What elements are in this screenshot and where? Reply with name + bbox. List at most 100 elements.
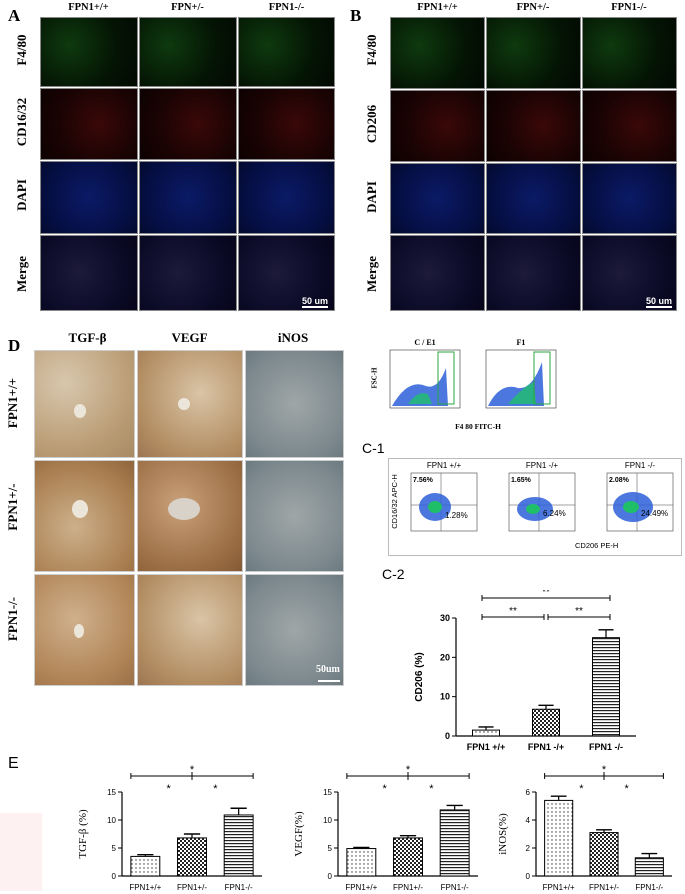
bar	[393, 837, 423, 877]
panel-d-col-3: iNOS	[277, 330, 309, 345]
panel-d-label: D	[8, 336, 21, 355]
x-tick-label: FPN1 +/+	[467, 742, 506, 752]
ihc-image	[245, 460, 344, 572]
ihc-image	[137, 350, 243, 458]
y-tick-label: 0	[445, 731, 450, 741]
y-tick-label: 2	[526, 844, 531, 853]
panel-a-image	[40, 88, 138, 160]
panel-a-row-3: DAPI	[14, 179, 29, 211]
bar	[544, 799, 574, 877]
y-tick-label: 30	[440, 613, 450, 623]
ihc-image	[137, 574, 243, 686]
sig-star: *	[167, 783, 172, 795]
panel-d-row-2: FPN1+/-	[5, 483, 20, 531]
sig-star: *	[383, 783, 388, 795]
sig-star: *	[213, 783, 218, 795]
vessel	[74, 624, 84, 638]
ihc-image	[245, 574, 344, 686]
y-axis-label: TGF-β (%)	[77, 809, 89, 859]
ihc-image	[34, 574, 135, 686]
c1-title-3: FPN1 -/-	[624, 461, 656, 470]
panel-b-row-2: CD206	[364, 104, 379, 144]
chart-tgf: 0 5 10 15 FPN1+/+ FPN1+/- FPN1-/- TGF-β (%) * * *	[77, 764, 262, 892]
panel-b-image	[582, 235, 677, 311]
sig-bracket-label: *	[602, 764, 607, 776]
scale-bar	[646, 306, 672, 308]
gate-y-label: FSC-H	[370, 367, 379, 389]
y-tick-label: 10	[323, 816, 332, 825]
scale-bar	[302, 306, 328, 308]
scale-bar-label: 50um	[316, 664, 340, 675]
panel-b-col-3: FPN1-/-	[611, 2, 647, 13]
panel-b-image	[486, 17, 581, 89]
panel-b-col-1: FPN1+/+	[417, 2, 458, 13]
panel-b-row-4: Merge	[364, 255, 379, 293]
y-tick-label: 5	[112, 844, 117, 853]
panel-a-image	[238, 161, 335, 234]
gate-x-label: F4 80 FITC-H	[455, 422, 501, 431]
x-tick-label: FPN1+/+	[129, 883, 161, 892]
vessel	[74, 404, 86, 418]
y-axis-label: CD206 (%)	[414, 652, 425, 701]
x-tick-label: FPN1+/-	[393, 883, 423, 892]
panel-b-image	[390, 235, 485, 311]
panel-a-image	[139, 161, 237, 234]
y-axis-label: VEGF(%)	[293, 811, 305, 857]
bar	[223, 814, 254, 877]
x-tick-label: FPN1-/-	[225, 883, 253, 892]
x-tick-label: FPN1-/-	[635, 883, 663, 892]
y-tick-label: 6	[526, 788, 531, 797]
c1-title-1: FPN1 +/+	[426, 461, 462, 470]
vessel	[178, 398, 190, 410]
background-patch	[0, 813, 42, 891]
bar	[177, 837, 207, 877]
bar	[532, 708, 560, 737]
panel-b-image	[390, 163, 485, 234]
y-tick-label: 0	[112, 872, 117, 881]
quad-lr-1: 1.28%	[445, 511, 468, 520]
x-tick-label: FPN1+/-	[177, 883, 207, 892]
panel-a-image	[40, 17, 138, 87]
chart-inos: 0 2 4 6 FPN1+/+ FPN1+/- FPN1-/- iNOS(%) * * *	[497, 764, 672, 892]
c1-plots	[410, 472, 674, 532]
panel-a-row-4: Merge	[14, 255, 29, 293]
sig-star: *	[625, 783, 630, 795]
y-tick-label: 0	[328, 872, 333, 881]
x-tick-label: FPN1+/-	[589, 883, 619, 892]
panel-b-col-2: FPN+/-	[516, 2, 550, 13]
y-tick-label: 10	[440, 692, 450, 702]
quad-lr-2: 6.24%	[543, 509, 566, 518]
panel-a-col-3: FPN1-/-	[268, 2, 305, 13]
bar	[589, 832, 619, 877]
ihc-image	[245, 350, 344, 458]
panel-b-image	[486, 235, 581, 311]
sig-bracket-label: **	[575, 606, 583, 617]
ihc-image	[34, 350, 135, 458]
panel-a-col-2: FPN+/-	[171, 2, 204, 13]
y-tick-label: 15	[323, 788, 332, 797]
bar	[634, 857, 664, 877]
panel-d-row-1: FPN1+/+	[5, 377, 20, 429]
panel-a-image	[238, 88, 335, 160]
c1-title-2: FPN1 -/+	[525, 461, 559, 470]
gating-plots	[389, 349, 557, 409]
quad-ul-1: 7.56%	[413, 477, 433, 484]
panel-a-row-2: CD16/32	[14, 97, 29, 147]
x-tick-label: FPN1+/+	[345, 883, 377, 892]
c2-label: C-2	[382, 566, 405, 582]
y-tick-label: 10	[107, 816, 116, 825]
panel-d-row-3: FPN1-/-	[5, 596, 20, 642]
panel-a-image	[238, 17, 335, 87]
x-tick-label: FPN1-/-	[441, 883, 469, 892]
y-tick-label: 5	[328, 844, 333, 853]
y-tick-label: 4	[526, 816, 531, 825]
panel-b-image	[486, 90, 581, 162]
sig-bracket-label: **	[542, 590, 550, 598]
panel-b-row-1: F4/80	[364, 34, 379, 66]
gate-title-1: C / E1	[414, 338, 436, 347]
panel-b-label: B	[350, 6, 362, 25]
panel-a-image	[139, 88, 237, 160]
quad-ul-3: 2.08%	[609, 477, 629, 484]
panel-d-col-2: VEGF	[171, 330, 208, 345]
scale-bar-label: 50 um	[646, 296, 673, 306]
